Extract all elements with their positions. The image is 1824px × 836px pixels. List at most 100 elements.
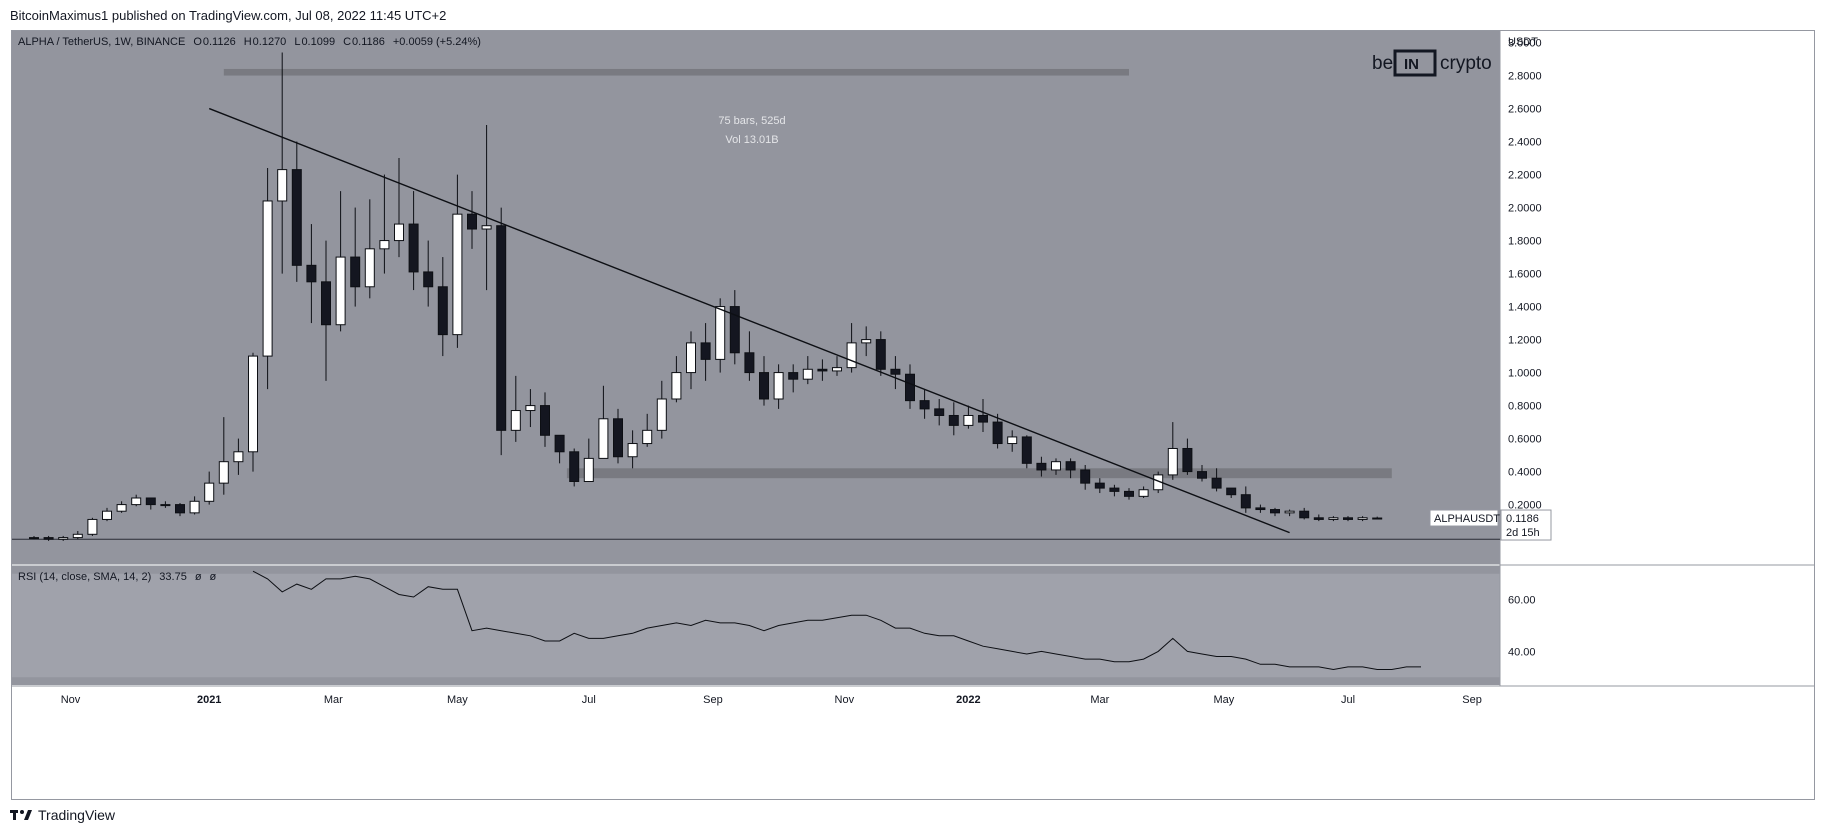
candle[interactable] — [510, 375, 521, 442]
candle[interactable] — [1021, 435, 1032, 469]
candle[interactable] — [963, 405, 974, 429]
candle[interactable] — [233, 438, 244, 475]
candle[interactable] — [569, 448, 580, 487]
price-pane[interactable] — [12, 31, 1500, 564]
candle[interactable] — [321, 240, 331, 381]
candle[interactable] — [58, 535, 69, 541]
candle[interactable] — [992, 413, 1003, 449]
candle[interactable] — [379, 174, 390, 274]
candle[interactable] — [1138, 486, 1149, 498]
candle[interactable] — [686, 331, 696, 390]
candle[interactable] — [934, 398, 945, 426]
candle[interactable] — [832, 356, 842, 376]
candle[interactable] — [875, 331, 886, 376]
candle[interactable] — [540, 392, 550, 447]
candle[interactable] — [1240, 486, 1251, 513]
candle[interactable] — [262, 167, 273, 390]
candle[interactable] — [350, 207, 361, 307]
candle[interactable] — [116, 501, 127, 513]
candle[interactable] — [1124, 488, 1134, 500]
candle[interactable] — [102, 507, 112, 522]
candle[interactable] — [29, 535, 39, 540]
candle[interactable] — [802, 356, 813, 385]
candle[interactable] — [72, 530, 83, 540]
candle[interactable] — [744, 331, 755, 381]
candle[interactable] — [131, 494, 142, 507]
candle[interactable] — [978, 398, 988, 432]
candle[interactable] — [87, 517, 98, 536]
candle[interactable] — [496, 207, 507, 456]
footer-brand: TradingView — [38, 807, 116, 823]
candle[interactable] — [1226, 487, 1237, 498]
candle[interactable] — [335, 191, 346, 332]
candle[interactable] — [218, 417, 229, 495]
candle[interactable] — [919, 389, 930, 419]
candle[interactable] — [277, 52, 288, 274]
candle[interactable] — [773, 364, 784, 409]
candle[interactable] — [846, 323, 857, 373]
candle[interactable] — [700, 323, 711, 381]
candle[interactable] — [1270, 507, 1280, 517]
candle[interactable] — [642, 413, 653, 447]
rsi-line[interactable] — [252, 570, 1421, 671]
candle[interactable] — [248, 352, 258, 472]
candle[interactable] — [817, 359, 828, 381]
candle[interactable] — [189, 496, 200, 515]
candle[interactable] — [1211, 468, 1222, 492]
candle[interactable] — [905, 364, 915, 409]
candle[interactable] — [1197, 464, 1207, 482]
candle[interactable] — [715, 298, 726, 373]
candle[interactable] — [1036, 456, 1047, 477]
candle[interactable] — [175, 502, 185, 517]
candle[interactable] — [1109, 484, 1120, 497]
candle[interactable] — [291, 141, 302, 282]
candle[interactable] — [1313, 514, 1324, 522]
candle[interactable] — [452, 174, 463, 348]
candle[interactable] — [394, 158, 404, 258]
candle[interactable] — [1255, 504, 1266, 513]
candle[interactable] — [1284, 509, 1295, 517]
candle[interactable] — [1051, 458, 1061, 475]
candle[interactable] — [1167, 422, 1178, 480]
candle[interactable] — [1007, 430, 1018, 452]
candle[interactable] — [1094, 478, 1105, 494]
candle[interactable] — [1328, 516, 1339, 522]
candle[interactable] — [160, 501, 171, 508]
candle[interactable] — [1372, 516, 1383, 520]
candle[interactable] — [1080, 464, 1091, 490]
descending-trendline[interactable] — [208, 107, 1290, 534]
candle[interactable] — [467, 191, 477, 249]
candle[interactable] — [613, 408, 623, 464]
candle[interactable] — [43, 535, 54, 541]
candle[interactable] — [437, 257, 448, 357]
candle[interactable] — [890, 356, 901, 390]
candle[interactable] — [759, 356, 769, 406]
candle[interactable] — [627, 430, 638, 469]
candle[interactable] — [408, 191, 419, 291]
candle[interactable] — [1299, 507, 1310, 520]
candle[interactable] — [671, 356, 682, 403]
candle[interactable] — [145, 497, 156, 510]
candle[interactable] — [306, 224, 317, 324]
candle[interactable] — [948, 402, 959, 436]
price-axis[interactable] — [1500, 31, 1814, 799]
candle-body — [350, 256, 361, 288]
candle[interactable] — [481, 125, 492, 291]
chart-canvas[interactable]: USDT 0.2000 0.4000 0.6000 0.8000 1.0000 1.2000… — [12, 31, 1814, 799]
candle[interactable] — [423, 240, 434, 307]
candle[interactable] — [364, 199, 375, 299]
candle[interactable] — [525, 389, 536, 428]
candle[interactable] — [656, 380, 667, 439]
candle[interactable] — [1182, 438, 1193, 475]
candle[interactable] — [729, 290, 740, 365]
candle[interactable] — [1357, 516, 1368, 522]
candle-body — [452, 213, 463, 336]
candle[interactable] — [598, 385, 609, 459]
candle[interactable] — [204, 471, 215, 505]
candle[interactable] — [583, 438, 594, 482]
candle[interactable] — [554, 434, 565, 464]
candle[interactable] — [1343, 516, 1353, 522]
candle[interactable] — [861, 326, 872, 357]
candle[interactable] — [788, 364, 799, 393]
candle[interactable] — [1065, 458, 1076, 479]
